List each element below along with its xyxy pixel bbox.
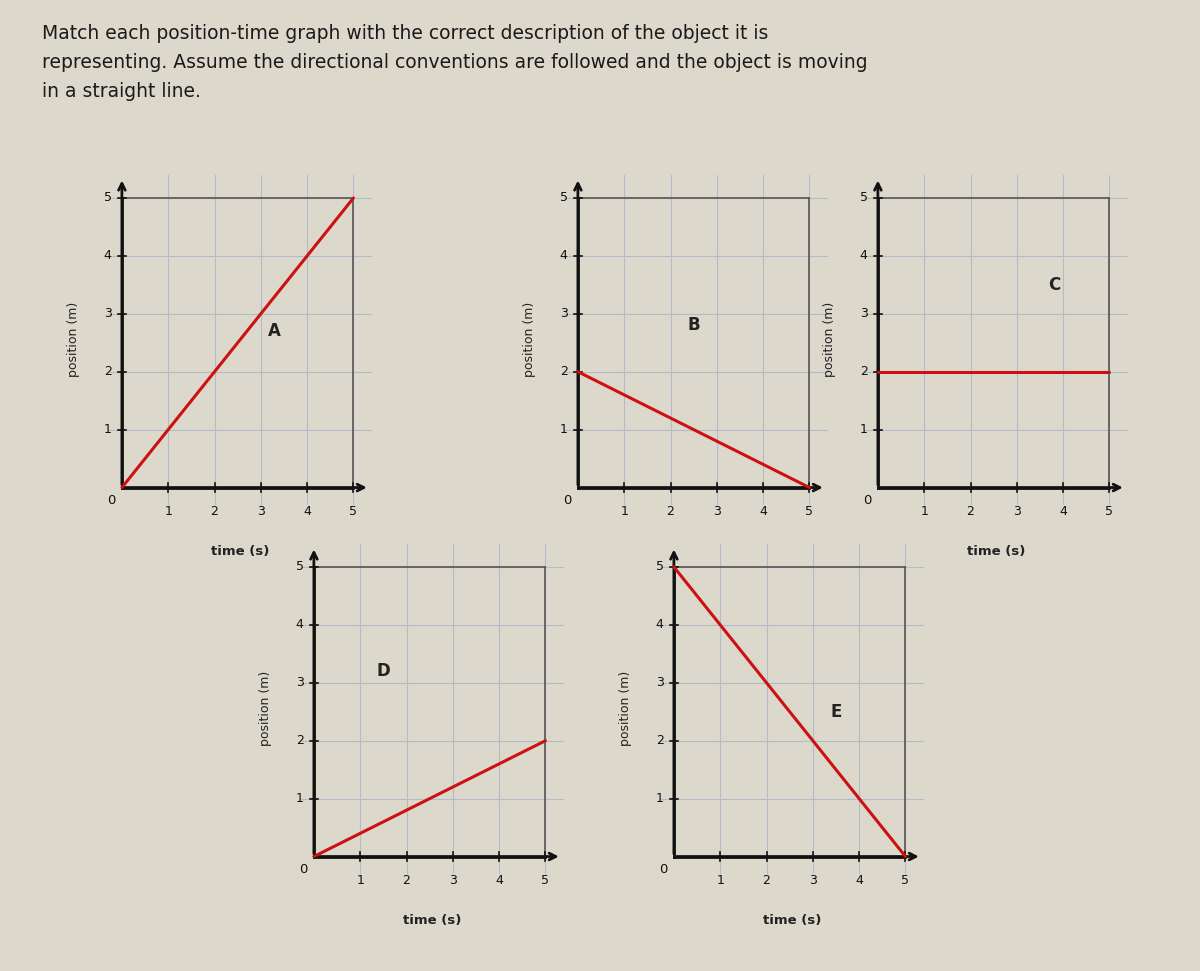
Text: 2: 2: [860, 365, 868, 379]
Text: time (s): time (s): [967, 545, 1025, 557]
Text: position (m): position (m): [259, 671, 272, 747]
Text: 1: 1: [716, 874, 724, 887]
Text: 5: 5: [805, 505, 814, 518]
Text: 3: 3: [860, 307, 868, 320]
Text: 4: 4: [496, 874, 503, 887]
Text: Match each position-time graph with the correct description of the object it is
: Match each position-time graph with the …: [42, 24, 868, 101]
Text: 2: 2: [402, 874, 410, 887]
Text: time (s): time (s): [403, 914, 461, 926]
Text: 2: 2: [104, 365, 112, 379]
Text: 5: 5: [295, 560, 304, 574]
Text: 4: 4: [856, 874, 863, 887]
Text: 5: 5: [901, 874, 910, 887]
Text: 1: 1: [104, 423, 112, 436]
Text: 5: 5: [559, 191, 568, 205]
Text: 4: 4: [656, 619, 664, 631]
Text: position (m): position (m): [67, 302, 80, 378]
Text: 4: 4: [104, 250, 112, 262]
Text: 3: 3: [809, 874, 817, 887]
Text: 5: 5: [103, 191, 112, 205]
Text: 4: 4: [560, 250, 568, 262]
Text: 0: 0: [300, 863, 308, 876]
Text: 3: 3: [656, 676, 664, 689]
Text: time (s): time (s): [763, 914, 821, 926]
Text: 5: 5: [349, 505, 358, 518]
Text: 4: 4: [304, 505, 311, 518]
Text: position (m): position (m): [619, 671, 632, 747]
Text: 4: 4: [760, 505, 767, 518]
Text: C: C: [1048, 276, 1060, 294]
Text: 3: 3: [1013, 505, 1021, 518]
Text: time (s): time (s): [211, 545, 269, 557]
Text: 2: 2: [762, 874, 770, 887]
Text: 0: 0: [864, 494, 872, 507]
Text: 5: 5: [655, 560, 664, 574]
Text: 3: 3: [449, 874, 457, 887]
Text: position (m): position (m): [823, 302, 836, 378]
Text: 4: 4: [1060, 505, 1067, 518]
Text: 5: 5: [1105, 505, 1114, 518]
Text: 0: 0: [564, 494, 572, 507]
Text: 2: 2: [666, 505, 674, 518]
Text: 1: 1: [356, 874, 364, 887]
Text: 5: 5: [859, 191, 868, 205]
Text: A: A: [269, 322, 281, 340]
Text: 2: 2: [560, 365, 568, 379]
Text: 1: 1: [560, 423, 568, 436]
Text: 4: 4: [860, 250, 868, 262]
Text: 1: 1: [620, 505, 628, 518]
Text: 1: 1: [656, 792, 664, 805]
Text: E: E: [830, 703, 841, 720]
Text: 5: 5: [541, 874, 550, 887]
Text: 2: 2: [656, 734, 664, 748]
Text: 0: 0: [108, 494, 116, 507]
Text: 1: 1: [920, 505, 928, 518]
Text: 1: 1: [296, 792, 304, 805]
Text: 3: 3: [257, 505, 265, 518]
Text: 3: 3: [560, 307, 568, 320]
Text: position (m): position (m): [523, 302, 536, 378]
Text: 1: 1: [860, 423, 868, 436]
Text: D: D: [377, 662, 390, 680]
Text: time (s): time (s): [667, 545, 725, 557]
Text: 0: 0: [660, 863, 668, 876]
Text: 1: 1: [164, 505, 172, 518]
Text: 2: 2: [966, 505, 974, 518]
Text: 3: 3: [104, 307, 112, 320]
Text: 3: 3: [296, 676, 304, 689]
Text: 2: 2: [210, 505, 218, 518]
Text: B: B: [688, 317, 700, 334]
Text: 4: 4: [296, 619, 304, 631]
Text: 2: 2: [296, 734, 304, 748]
Text: 3: 3: [713, 505, 721, 518]
